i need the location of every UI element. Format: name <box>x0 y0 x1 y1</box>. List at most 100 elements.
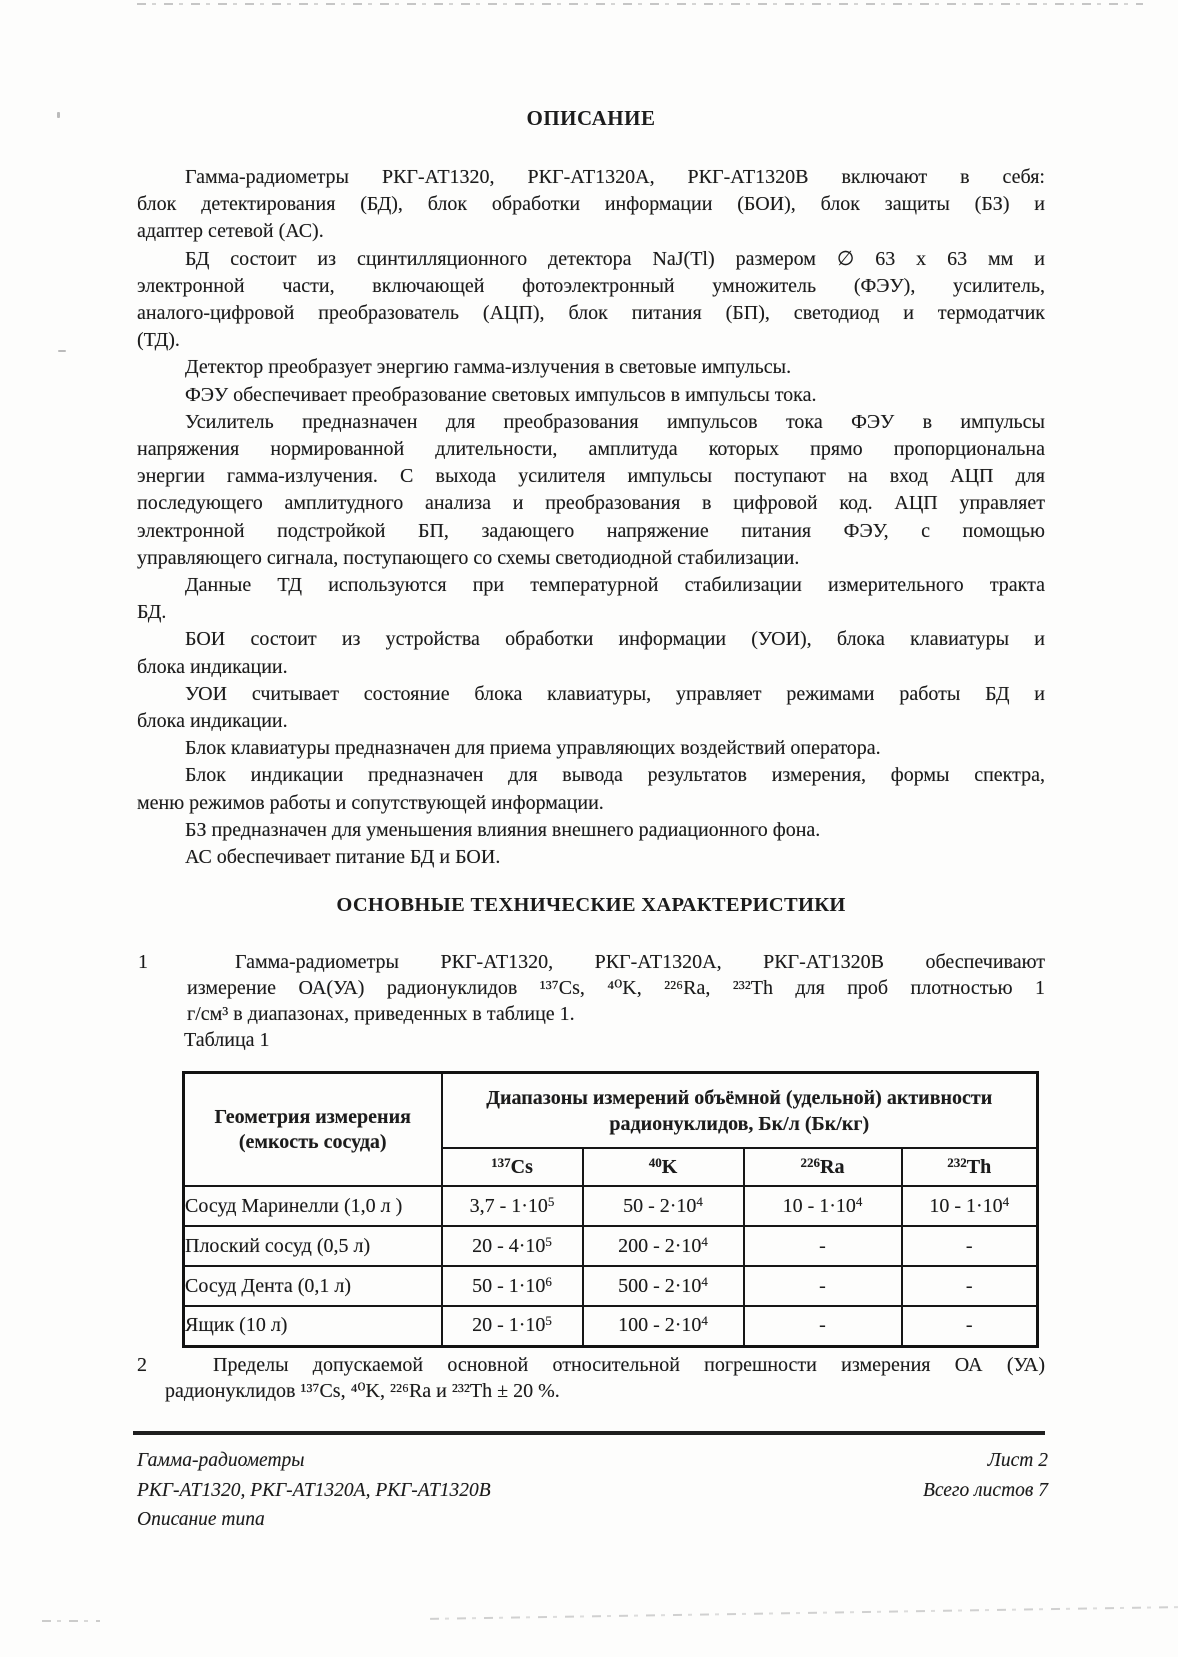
scan-artifact-bottom-mark <box>42 1620 100 1622</box>
text-line: электронной части, включающей фотоэлектр… <box>137 274 1045 297</box>
text-line: меню режимов работы и сопутствующей инфо… <box>137 791 604 814</box>
text-line: радионуклидов ¹³⁷Cs, ⁴⁰K, ²²⁶Ra и ²³²Th … <box>165 1380 560 1403</box>
geometry-cell: Ящик (10 л) <box>182 1305 443 1347</box>
isotope-symbol: K <box>661 1155 678 1178</box>
isotope-symbol: Cs <box>510 1155 533 1178</box>
range-value-cell: - <box>742 1305 903 1347</box>
table-row: Плоский сосуд (0,5 л) 20 - 4·105 200 - 2·1… <box>182 1225 1039 1267</box>
measurement-ranges-table: Геометрия измерения (емкость сосуда) Диа… <box>182 1071 1040 1348</box>
isotope-symbol: Th <box>966 1155 992 1178</box>
text-line: Детектор преобразует энергию гамма-излуч… <box>185 356 792 379</box>
column-header-ra226: 226Ra <box>742 1147 903 1187</box>
footer-sheet-number: Лист 2 <box>987 1450 1048 1471</box>
footer-sheet-total: Всего листов 7 <box>922 1479 1048 1501</box>
geometry-cell: Сосуд Дента (0,1 л) <box>182 1265 443 1307</box>
exponent: 4 <box>1002 1193 1010 1209</box>
range-value-cell: 3,7 - 1·105 <box>440 1185 584 1227</box>
range-value-cell: 20 - 4·105 <box>440 1225 584 1267</box>
isotope-mass-number: 137 <box>491 1154 511 1170</box>
description-paragraphs: Гамма-радиометры РКГ-АТ1320, РКГ-АТ1320А… <box>137 164 1045 871</box>
text-line: БД. <box>137 601 167 624</box>
text-line: (ТД). <box>137 329 180 352</box>
text-line: электронной подстройкой БП, задающего на… <box>137 519 1045 542</box>
footer-right-block: Лист 2 Всего листов 7 <box>923 1446 1048 1505</box>
text-line: Данные ТД используются при температурной… <box>185 574 1045 597</box>
scan-artifact-speck <box>57 112 60 118</box>
text-line: БЗ предназначен для уменьшения влияния в… <box>185 818 821 841</box>
isotope-mass-number: 226 <box>800 1154 821 1170</box>
text-line: УОИ считывает состояние блока клавиатуры… <box>185 682 1045 705</box>
range-value-cell: 10 - 1·104 <box>742 1185 903 1227</box>
text-line: АС обеспечивает питание БД и БОИ. <box>185 846 501 869</box>
table-row: Сосуд Дента (0,1 л) 50 - 1·106 500 - 2·104… <box>182 1265 1039 1307</box>
isotope-header-row: 137Cs 40K 226Ra 232Th <box>184 1147 1039 1187</box>
item-number: 1 <box>138 951 148 973</box>
text-line: управляющего сигнала, поступающего со сх… <box>137 546 800 569</box>
text-line: блока индикации. <box>137 710 288 733</box>
geometry-cell: Сосуд Маринелли (1,0 л ) <box>182 1185 443 1227</box>
table-row: Сосуд Маринелли (1,0 л ) 3,7 - 1·105 50 - … <box>182 1185 1039 1227</box>
table-caption: Таблица 1 <box>184 1029 270 1051</box>
exponent: 5 <box>545 1233 552 1249</box>
column-header-th232: 232Th <box>900 1147 1039 1187</box>
table-header-group-row: Геометрия измерения (емкость сосуда) Диа… <box>182 1071 1039 1187</box>
text-line: Гамма-радиометры РКГ-АТ1320, РКГ-АТ1320А… <box>235 951 1045 973</box>
item-text: Пределы допускаемой основной относительн… <box>165 1352 1045 1404</box>
text-line: ФЭУ обеспечивает преобразование световых… <box>185 383 817 406</box>
text-line: блока индикации. <box>137 655 288 678</box>
text-line: измерение ОА(УА) радионуклидов ¹³⁷Cs, ⁴⁰… <box>187 977 1045 1000</box>
geometry-cell: Плоский сосуд (0,5 л) <box>182 1225 443 1267</box>
geometry-column-header: Геометрия измерения (емкость сосуда) <box>182 1071 443 1187</box>
scan-artifact-speck <box>58 350 66 352</box>
exponent: 6 <box>545 1273 552 1289</box>
page-title: ОПИСАНИЕ <box>526 106 656 130</box>
isotope-mass-number: 232 <box>947 1154 967 1170</box>
range-value-cell: 50 - 2·104 <box>581 1185 745 1227</box>
text-line: г/см³ в диапазонах, приведенных в таблиц… <box>187 1003 575 1026</box>
geometry-header-line2: (емкость сосуда) <box>238 1130 387 1153</box>
text-line: напряжения нормированной длительности, а… <box>137 438 1045 461</box>
text-line: Гамма-радиометры РКГ-АТ1320, РКГ-АТ1320А… <box>185 166 1045 188</box>
ranges-group-header: Диапазоны измерений объёмной (удельной) … <box>440 1071 1039 1149</box>
table-row: Ящик (10 л) 20 - 1·105 100 - 2·104- - <box>182 1305 1039 1347</box>
range-value-cell: 10 - 1·104 <box>900 1185 1039 1227</box>
section-heading: ОСНОВНЫЕ ТЕХНИЧЕСКИЕ ХАРАКТЕРИСТИКИ <box>336 894 846 916</box>
range-value-cell: 200 - 2·104 <box>581 1225 745 1267</box>
item-number: 2 <box>137 1354 147 1376</box>
text-line: последующего амплитудного анализа и прео… <box>137 492 1045 515</box>
exponent: 4 <box>855 1193 863 1209</box>
text-line: БОИ состоит из устройства обработки инфо… <box>185 628 1045 651</box>
exponent: 4 <box>696 1193 703 1209</box>
column-header-cs137: 137Cs <box>440 1147 584 1187</box>
column-header-k40: 40K <box>581 1147 745 1187</box>
text-line: Блок индикации предназначен для вывода р… <box>185 764 1045 787</box>
text-line: БД состоит из сцинтилляционного детектор… <box>185 247 1045 270</box>
isotope-mass-number: 40 <box>648 1154 662 1170</box>
exponent: 4 <box>701 1313 708 1329</box>
exponent: 5 <box>547 1193 555 1209</box>
text-line: блок детектирования (БД), блок обработки… <box>137 193 1045 216</box>
range-value-cell: 500 - 2·104 <box>581 1265 745 1307</box>
scan-artifact-top-dashes <box>137 3 1143 5</box>
exponent: 4 <box>701 1233 708 1249</box>
footer-line: Описание типа <box>137 1509 265 1530</box>
text-line: Блок клавиатуры предназначен для приема … <box>185 737 881 760</box>
range-value-cell: 50 - 1·106 <box>440 1265 584 1307</box>
footer-left-block: Гамма-радиометры РКГ-АТ1320, РКГ-АТ1320А… <box>137 1446 491 1535</box>
range-value-cell: - <box>900 1225 1039 1267</box>
text-line: Пределы допускаемой основной относительн… <box>213 1354 1045 1376</box>
range-value-cell: 20 - 1·105 <box>440 1305 584 1347</box>
exponent: 5 <box>545 1313 552 1329</box>
text-line: Усилитель предназначен для преобразовани… <box>185 410 1045 433</box>
range-value-cell: - <box>742 1265 903 1307</box>
footer-rule <box>133 1431 1045 1435</box>
spec-table: Геометрия измерения (емкость сосуда) Диа… <box>182 1071 1040 1348</box>
footer-line: РКГ-АТ1320, РКГ-АТ1320А, РКГ-АТ1320В <box>137 1479 491 1501</box>
range-value-cell: 100 - 2·104 <box>581 1305 745 1347</box>
text-line: энергии гамма-излучения. С выхода усилит… <box>137 465 1045 488</box>
text-line: адаптер сетевой (АС). <box>137 220 324 243</box>
text-line: аналого-цифровой преобразователь (АЦП), … <box>137 302 1045 325</box>
range-value-cell: - <box>900 1305 1039 1347</box>
footer-line: Гамма-радиометры <box>137 1450 305 1471</box>
